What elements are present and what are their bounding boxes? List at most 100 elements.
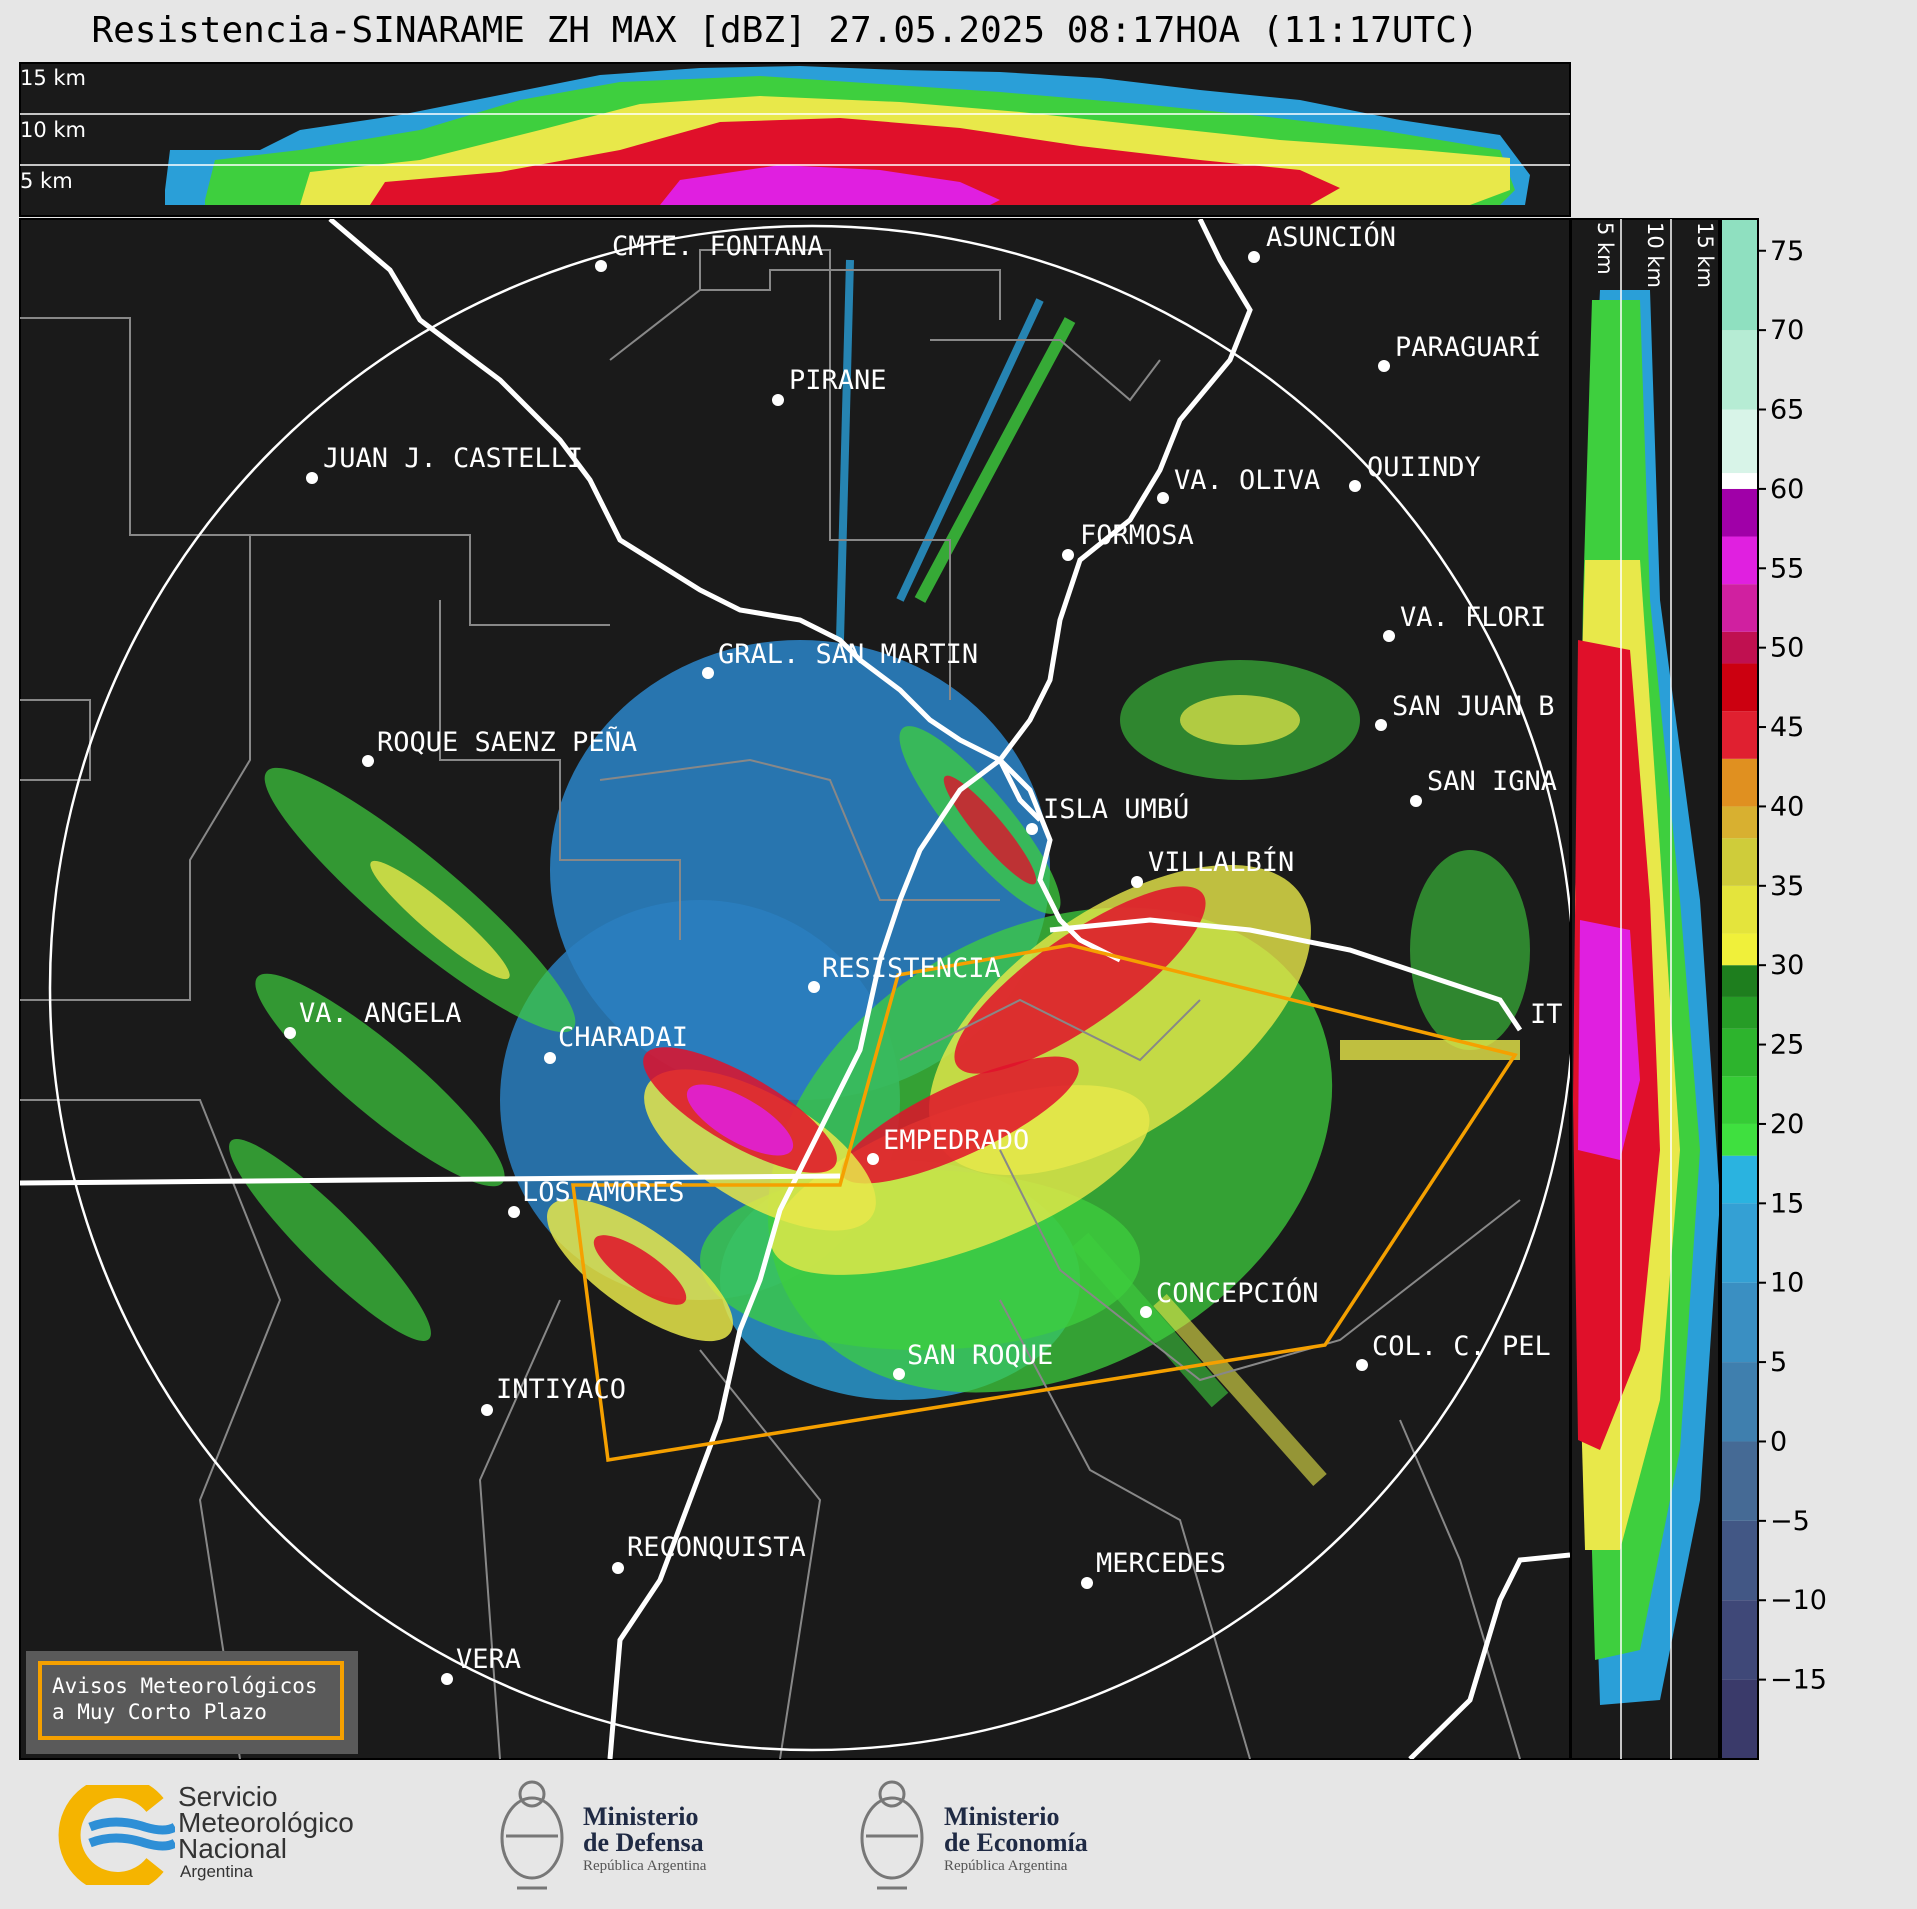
product-title: Resistencia-SINARAME ZH MAX [dBZ] 27.05.… xyxy=(91,10,1479,51)
city-label-juan-j-castelli: JUAN J. CASTELLI xyxy=(323,443,583,474)
colorbar-band xyxy=(1721,885,1758,934)
colorbar-tick-label: 0 xyxy=(1770,1426,1787,1457)
smn-line2: Meteorológico xyxy=(178,1807,354,1838)
colorbar-frame xyxy=(1720,218,1759,1760)
province-borders xyxy=(20,249,1521,1759)
defensa-line2: de Defensa xyxy=(583,1828,704,1857)
colorbar-band xyxy=(1721,1600,1758,1680)
side-label-10km: 10 km xyxy=(1643,222,1667,288)
city-dot-va-oliva xyxy=(1157,492,1169,504)
city-dot-san-juan-b xyxy=(1375,719,1387,731)
colorbar-band xyxy=(1721,631,1758,664)
warning-legend-line1: Avisos Meteorológicos xyxy=(52,1674,318,1698)
city-label-reconquista: RECONQUISTA xyxy=(627,1532,806,1563)
colorbar-band xyxy=(1721,1123,1758,1156)
city-dot-concepcion xyxy=(1140,1306,1152,1318)
main-radar-map: CMTE. FONTANA PIRANE ASUNCIÓN PARAGUARÍ … xyxy=(19,218,1571,1760)
city-dot-los-amores xyxy=(508,1206,520,1218)
city-label-va-angela: VA. ANGELA xyxy=(299,998,462,1029)
range-ring xyxy=(48,224,1570,1752)
city-label-pirane: PIRANE xyxy=(789,365,887,396)
top-label-10km: 10 km xyxy=(20,118,86,142)
city-dot-reconquista xyxy=(612,1562,624,1574)
side-cross-section-panel: 5 km 10 km 15 km xyxy=(1570,218,1720,1760)
city-dot-asuncion xyxy=(1248,251,1260,263)
defensa-logo-text: Ministerio de Defensa República Argentin… xyxy=(583,1804,706,1876)
warning-legend-box: Avisos Meteorológicos a Muy Corto Plazo xyxy=(26,1651,358,1754)
city-dot-san-roque xyxy=(893,1368,905,1380)
city-label-it: IT xyxy=(1530,999,1563,1030)
economia-coat-of-arms-icon xyxy=(860,1780,924,1890)
city-label-concepcion: CONCEPCIÓN xyxy=(1156,1277,1319,1309)
city-dot-resistencia xyxy=(808,981,820,993)
colorbar-band xyxy=(1721,1441,1758,1521)
defensa-line3: República Argentina xyxy=(583,1858,707,1874)
colorbar-band xyxy=(1721,1520,1758,1601)
colorbar-band xyxy=(1721,996,1758,1029)
colorbar-band xyxy=(1721,330,1758,410)
city-label-san-juan-b: SAN JUAN B xyxy=(1392,691,1555,722)
city-label-mercedes: MERCEDES xyxy=(1096,1548,1226,1579)
city-labels: CMTE. FONTANA PIRANE ASUNCIÓN PARAGUARÍ … xyxy=(299,221,1563,1675)
smn-line4: Argentina xyxy=(180,1862,253,1881)
colorbar-band xyxy=(1721,758,1758,807)
city-dot-mercedes xyxy=(1081,1577,1093,1589)
colorbar-band xyxy=(1721,806,1758,839)
colorbar-tick-label: 70 xyxy=(1770,315,1804,346)
colorbar-band xyxy=(1721,584,1758,632)
colorbar-tick-label: 55 xyxy=(1770,553,1804,584)
warning-legend-line2: a Muy Corto Plazo xyxy=(52,1700,267,1724)
city-label-villalbin: VILLALBÍN xyxy=(1148,846,1294,878)
city-dot-col-c-pel xyxy=(1356,1359,1368,1371)
top-label-5km: 5 km xyxy=(20,169,73,193)
city-dot-juan-j-castelli xyxy=(306,472,318,484)
colorbar-tick-label: 75 xyxy=(1770,236,1804,267)
colorbar-band xyxy=(1721,1203,1758,1283)
top-cross-section-panel: 15 km 10 km 5 km xyxy=(19,62,1571,217)
city-label-resistencia: RESISTENCIA xyxy=(822,953,1001,984)
colorbar-tick-label: 5 xyxy=(1770,1347,1787,1378)
colorbar-band xyxy=(1721,1362,1758,1442)
city-markers xyxy=(284,251,1422,1685)
economia-line3: República Argentina xyxy=(944,1858,1068,1874)
city-label-san-roque: SAN ROQUE xyxy=(907,1340,1053,1371)
colorbar-tick-label: 65 xyxy=(1770,395,1804,426)
city-label-roque-saenz-pena: ROQUE SAENZ PEÑA xyxy=(377,726,637,758)
country-borders xyxy=(20,219,1570,1759)
city-label-charadai: CHARADAI xyxy=(558,1022,688,1053)
city-dot-va-angela xyxy=(284,1027,296,1039)
colorbar-band xyxy=(1721,1679,1758,1759)
colorbar-tick-label: 45 xyxy=(1770,712,1804,743)
city-dot-cmte-fontana xyxy=(595,260,607,272)
city-label-san-igna: SAN IGNA xyxy=(1427,766,1557,797)
city-label-quiindy: QUIINDY xyxy=(1367,452,1481,483)
reflectivity-echoes xyxy=(229,259,1530,1486)
colorbar-band xyxy=(1721,1028,1758,1077)
city-dot-gral-san-martin xyxy=(702,667,714,679)
colorbar-tick-label: 35 xyxy=(1770,871,1804,902)
city-label-asuncion: ASUNCIÓN xyxy=(1266,221,1396,253)
city-label-col-c-pel: COL. C. PEL xyxy=(1372,1331,1551,1362)
colorbar-tick-label: 40 xyxy=(1770,791,1804,822)
colorbar-band xyxy=(1721,1155,1758,1204)
economia-line2: de Economía xyxy=(944,1828,1088,1857)
city-dot-paraguari xyxy=(1378,360,1390,372)
top-echo-profile xyxy=(165,66,1530,205)
warning-legend-frame: Avisos Meteorológicos a Muy Corto Plazo xyxy=(38,1661,344,1740)
city-label-intiyaco: INTIYACO xyxy=(496,1374,626,1405)
city-label-formosa: FORMOSA xyxy=(1080,520,1194,551)
economia-line1: Ministerio xyxy=(944,1802,1060,1831)
city-label-cmte-fontana: CMTE. FONTANA xyxy=(612,231,823,262)
city-dot-quiindy xyxy=(1349,480,1361,492)
economia-logo-text: Ministerio de Economía República Argenti… xyxy=(944,1804,1088,1876)
colorbar-band xyxy=(1721,409,1758,474)
city-label-isla-umbu: ISLA UMBÚ xyxy=(1043,793,1189,825)
colorbar-band xyxy=(1721,663,1758,712)
top-label-15km: 15 km xyxy=(20,66,86,90)
city-dot-isla-umbu xyxy=(1026,823,1038,835)
colorbar-band xyxy=(1721,965,1758,997)
smn-logo-icon xyxy=(58,1785,175,1885)
